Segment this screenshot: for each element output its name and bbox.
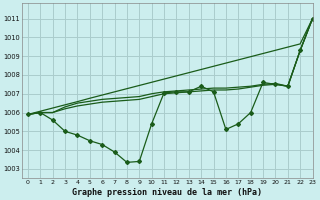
X-axis label: Graphe pression niveau de la mer (hPa): Graphe pression niveau de la mer (hPa)	[72, 188, 262, 197]
